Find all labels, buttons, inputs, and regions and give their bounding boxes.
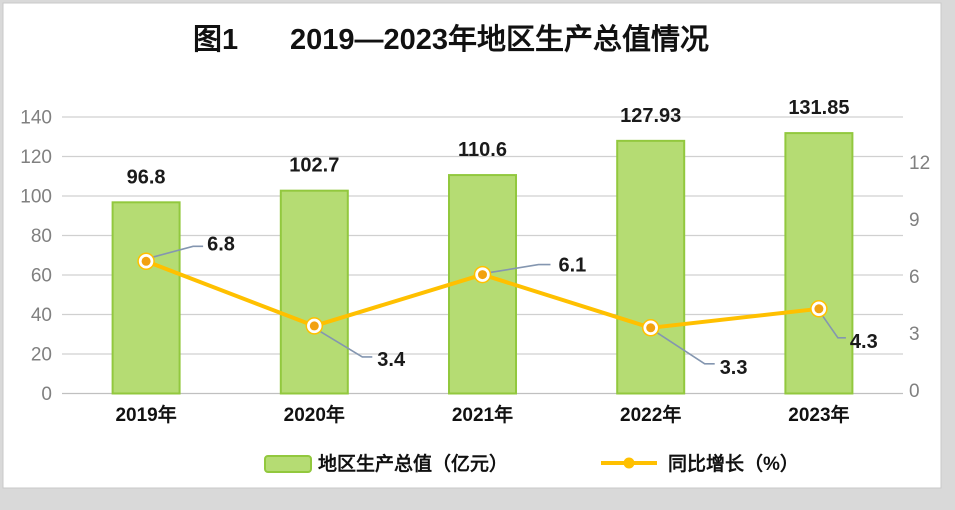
line-value-label: 3.3	[720, 357, 748, 379]
line-marker-dot	[309, 321, 319, 331]
line-value-label: 6.1	[559, 255, 587, 277]
line-marker-dot	[814, 304, 824, 314]
leader-line	[151, 245, 204, 259]
right-axis-tick-label: 0	[909, 381, 920, 402]
legend-bar-label: 地区生产总值（亿元）	[318, 452, 508, 475]
bar-value-label: 96.8	[127, 166, 166, 188]
left-axis-tick-label: 120	[20, 147, 52, 168]
bar	[616, 139, 686, 395]
left-axis-tick-label: 40	[31, 305, 52, 326]
left-axis-tick-label: 60	[31, 266, 52, 287]
right-axis-tick-label: 12	[909, 153, 930, 174]
bar-value-label: 131.85	[788, 97, 849, 119]
bar-value-label: 127.93	[620, 105, 681, 127]
x-axis-category-label: 2023年	[788, 403, 849, 426]
bar-value-label: 110.6	[458, 139, 507, 161]
line-marker-dot	[646, 323, 656, 333]
leader-line	[318, 330, 373, 358]
leader-line	[655, 331, 715, 365]
legend: 地区生产总值（亿元） 同比增长（%）	[264, 452, 799, 475]
bar	[279, 189, 349, 395]
right-axis-tick-label: 6	[909, 267, 920, 288]
left-axis-tick-label: 80	[31, 226, 52, 247]
legend-bar-swatch	[264, 455, 312, 473]
x-axis-category-label: 2021年	[452, 403, 513, 426]
right-axis-tick-label: 9	[909, 210, 920, 231]
left-axis-tick-label: 0	[41, 384, 52, 405]
line-value-label: 4.3	[850, 331, 878, 353]
x-axis-category-label: 2019年	[115, 403, 176, 426]
legend-line-label: 同比增长（%）	[668, 452, 799, 475]
line-marker-dot	[141, 256, 151, 266]
leader-line	[489, 263, 551, 274]
line-value-label: 3.4	[377, 349, 406, 371]
left-axis-tick-label: 100	[20, 187, 52, 208]
right-axis-tick-label: 3	[909, 324, 920, 345]
bar	[448, 174, 517, 395]
bar-value-label: 102.7	[289, 155, 339, 177]
legend-line-marker-icon	[623, 457, 635, 469]
x-axis-category-label: 2022年	[620, 403, 681, 426]
leader-line	[821, 314, 846, 339]
bar	[111, 201, 181, 395]
line-marker-dot	[478, 270, 487, 280]
bar	[784, 132, 854, 395]
left-axis-tick-label: 140	[20, 108, 52, 129]
chart-title-main: 2019—2023年地区生产总值情况	[290, 22, 709, 56]
line-value-label: 6.8	[207, 233, 235, 255]
left-axis-tick-label: 20	[31, 345, 52, 366]
plot-area: 0 20 40 60 80 100 120 140 0 3 6 9 12 96.8 102.7 110.6 12…	[20, 97, 930, 426]
chart-title-prefix: 图1	[193, 24, 238, 56]
x-axis-category-label: 2020年	[284, 403, 345, 426]
